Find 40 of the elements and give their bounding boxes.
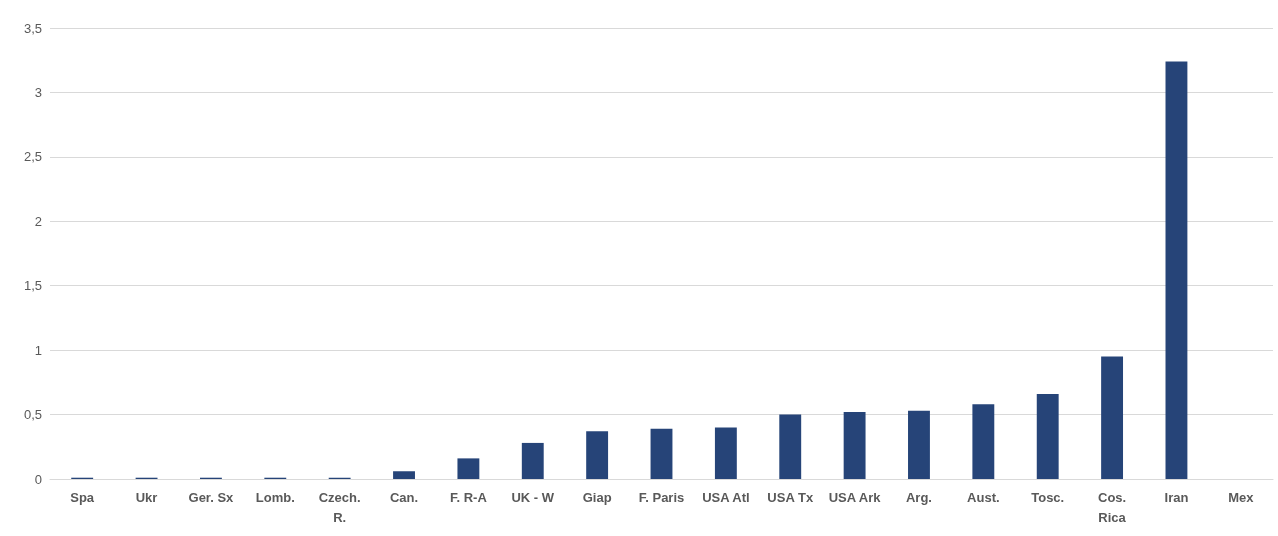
bar <box>972 404 995 479</box>
bar <box>779 414 802 479</box>
x-tick-label: Aust. <box>967 489 1000 505</box>
bar <box>714 427 737 479</box>
bar <box>843 411 866 479</box>
bar <box>393 471 415 479</box>
x-tick-label: UK - W <box>511 489 555 505</box>
x-tick-label: Mex <box>1228 489 1255 505</box>
bar <box>1101 356 1124 479</box>
x-tick-label: Lomb. <box>255 489 295 505</box>
x-tick-label: Can. <box>389 489 419 505</box>
x-tick-label: USA Atl <box>702 489 750 505</box>
y-tick-label: 0,5 <box>23 407 42 423</box>
y-tick-label: 1,5 <box>23 278 42 294</box>
bar <box>650 428 673 479</box>
x-tick-label: Arg. <box>905 489 932 505</box>
y-tick-label: 2,5 <box>23 149 42 165</box>
bar <box>1036 393 1059 479</box>
x-tick-label: Iran <box>1164 489 1189 505</box>
y-tick-label: 3 <box>34 84 42 100</box>
bar <box>521 442 544 479</box>
bar <box>908 410 930 479</box>
bar <box>586 431 609 479</box>
x-tick-label: Czech. R. <box>318 489 361 525</box>
y-tick-label: 3,5 <box>23 20 42 36</box>
x-tick-label: USA Ark <box>828 489 882 505</box>
bar <box>457 458 480 479</box>
y-tick-label: 0 <box>34 471 42 487</box>
x-tick-label: Ukr <box>135 489 158 505</box>
y-tick-label: 1 <box>34 342 42 358</box>
x-tick-label: USA Tx <box>767 489 814 505</box>
x-tick-label: F. Paris <box>638 489 685 505</box>
x-tick-label: F. R-A <box>449 489 488 505</box>
bar <box>1165 61 1188 479</box>
x-tick-label: Cos. Rica <box>1097 489 1127 525</box>
x-tick-label: Giap <box>582 489 612 505</box>
x-tick-label: Ger. Sx <box>188 489 235 505</box>
y-tick-label: 2 <box>34 213 42 229</box>
x-tick-label: Tosc. <box>1031 489 1065 505</box>
x-tick-label: Spa <box>70 489 95 505</box>
